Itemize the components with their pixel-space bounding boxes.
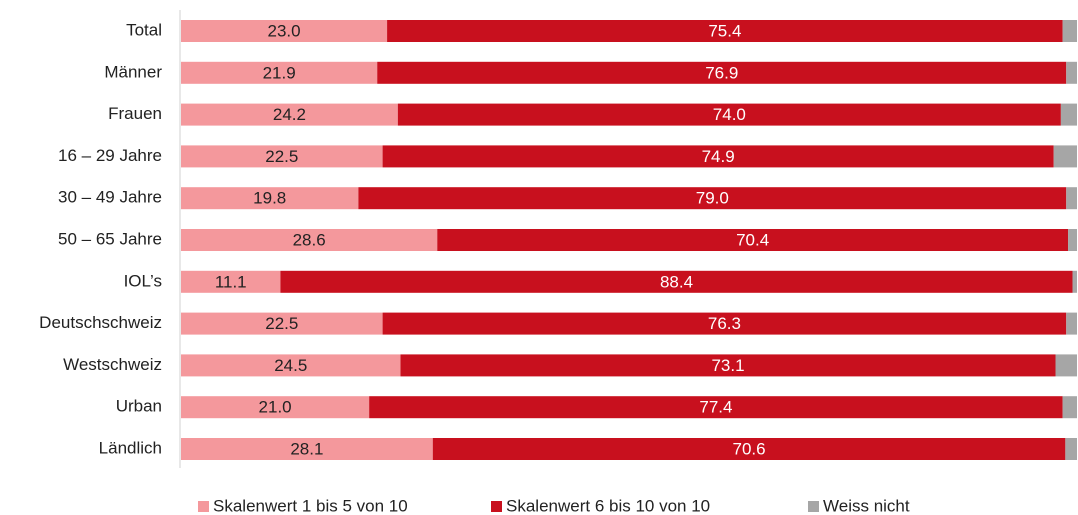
bar-segment xyxy=(1066,312,1077,335)
bar-segment xyxy=(181,270,281,293)
value-label: 22.5 xyxy=(265,314,298,333)
bar-segment xyxy=(181,396,370,419)
y-tick-label: Deutschschweiz xyxy=(39,313,162,332)
bar-segment xyxy=(181,438,433,460)
y-tick-label: Ländlich xyxy=(99,438,162,457)
y-tick-label: Frauen xyxy=(108,104,162,123)
bar-segment xyxy=(382,312,1067,335)
value-label: 19.8 xyxy=(253,189,286,208)
bar-segment xyxy=(1065,438,1077,460)
bar-segment xyxy=(1068,229,1077,251)
legend-label: Skalenwert 1 bis 5 von 10 xyxy=(213,496,408,515)
value-label: 23.0 xyxy=(267,21,300,40)
y-tick-label: Westschweiz xyxy=(63,355,162,374)
legend-swatch xyxy=(198,501,209,512)
bar-segment xyxy=(1053,145,1077,168)
value-label: 79.0 xyxy=(696,189,729,208)
y-tick-label: Urban xyxy=(116,397,162,416)
bar-segment xyxy=(280,270,1073,293)
bar-segment xyxy=(437,229,1069,251)
value-label: 88.4 xyxy=(660,272,693,291)
value-label: 24.2 xyxy=(273,105,306,124)
value-label: 22.5 xyxy=(265,147,298,166)
bar-segment xyxy=(181,20,388,42)
value-label: 28.1 xyxy=(290,439,323,458)
value-label: 77.4 xyxy=(699,398,732,417)
bar-segment xyxy=(1060,103,1077,126)
bar-segment xyxy=(377,61,1067,84)
y-tick-label: 16 – 29 Jahre xyxy=(58,146,162,165)
value-label: 70.6 xyxy=(733,439,766,458)
value-label: 74.9 xyxy=(702,147,735,166)
y-tick-label: Total xyxy=(126,20,162,39)
bar-segment xyxy=(181,145,383,168)
value-label: 70.4 xyxy=(736,230,769,249)
bar-segment xyxy=(181,229,438,251)
bar-segment xyxy=(181,187,359,210)
bar-segment xyxy=(358,187,1067,210)
bar-segment xyxy=(387,20,1063,42)
bar-segment xyxy=(181,312,383,335)
value-label: 73.1 xyxy=(711,356,744,375)
y-tick-label: IOL’s xyxy=(124,271,162,290)
bar-segment xyxy=(1066,187,1077,210)
value-label: 74.0 xyxy=(713,105,746,124)
legend-swatch xyxy=(808,501,819,512)
bar-segment xyxy=(1055,354,1077,377)
value-label: 21.9 xyxy=(263,63,296,82)
y-tick-label: Männer xyxy=(104,62,162,81)
bar-segment xyxy=(1072,270,1077,293)
y-tick-label: 50 – 65 Jahre xyxy=(58,229,162,248)
value-label: 21.0 xyxy=(259,398,292,417)
legend-label: Skalenwert 6 bis 10 von 10 xyxy=(506,496,710,515)
bar-segment xyxy=(181,61,378,84)
bar-segment xyxy=(382,145,1054,168)
bar-segment xyxy=(369,396,1063,419)
bar-segment xyxy=(181,103,398,126)
bar-segment xyxy=(1062,20,1077,42)
bar-segment xyxy=(397,103,1061,126)
value-label: 75.4 xyxy=(708,21,741,40)
bar-segment xyxy=(432,438,1066,460)
y-tick-label: 30 – 49 Jahre xyxy=(58,188,162,207)
value-label: 11.1 xyxy=(215,272,247,291)
value-label: 76.3 xyxy=(708,314,741,333)
bar-segment xyxy=(1062,396,1077,419)
value-label: 24.5 xyxy=(274,356,307,375)
value-label: 76.9 xyxy=(705,63,738,82)
bar-segment xyxy=(400,354,1056,377)
bar-segment xyxy=(181,354,401,377)
legend-swatch xyxy=(491,501,502,512)
bar-segment xyxy=(1066,61,1077,84)
value-label: 28.6 xyxy=(293,230,326,249)
legend-label: Weiss nicht xyxy=(823,496,910,515)
